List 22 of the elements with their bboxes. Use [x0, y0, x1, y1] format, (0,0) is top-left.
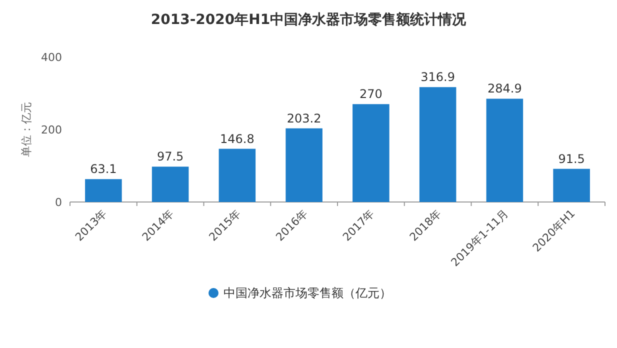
- bar: [218, 148, 256, 202]
- data-label: 203.2: [286, 111, 322, 126]
- bar: [85, 179, 122, 202]
- y-tick-label: 400: [41, 51, 62, 64]
- data-label: 97.5: [156, 150, 184, 164]
- bar: [419, 87, 456, 202]
- bar: [553, 168, 590, 202]
- data-label: 63.1: [90, 162, 117, 176]
- y-axis-title: 单位：亿元: [20, 102, 33, 157]
- data-label: 146.8: [220, 132, 254, 146]
- bar: [286, 128, 322, 202]
- legend-label: 中国净水器市场零售额（亿元）: [224, 286, 392, 300]
- bar: [486, 98, 524, 202]
- y-tick-label: 200: [41, 124, 62, 136]
- y-tick-label: 0: [55, 196, 62, 209]
- data-label: 284.9: [488, 82, 522, 96]
- data-label: 270: [359, 87, 382, 102]
- bar: [152, 166, 189, 202]
- data-label: 91.5: [558, 152, 585, 166]
- data-label: 316.9: [420, 70, 455, 84]
- chart-title: 2013-2020年H1中国净水器市场零售额统计情况: [150, 11, 468, 28]
- bar: [352, 104, 390, 202]
